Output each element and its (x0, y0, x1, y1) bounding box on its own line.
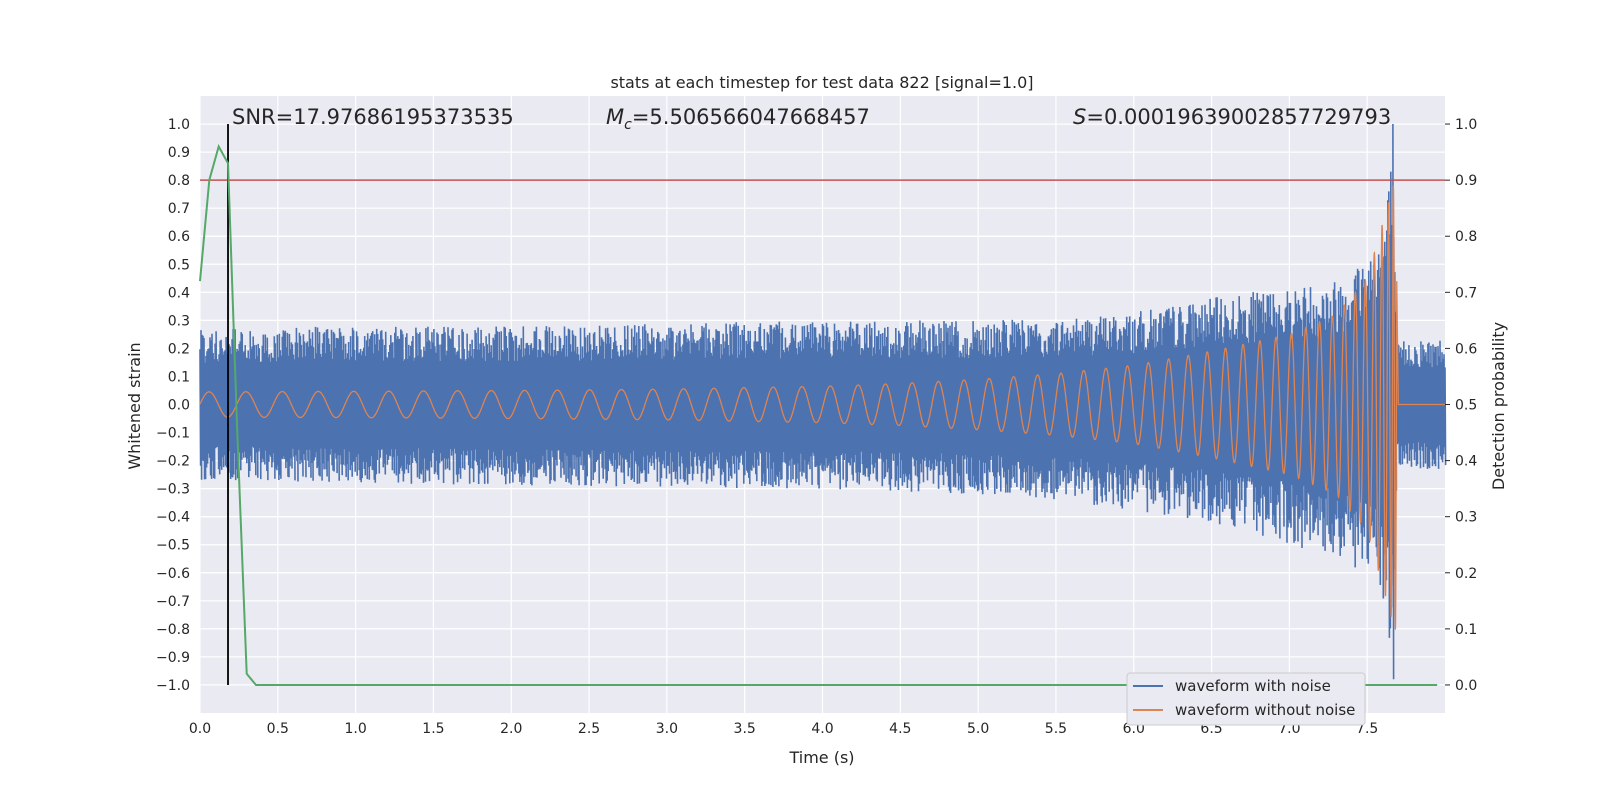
y-right-tick-label: 0.6 (1455, 341, 1477, 357)
x-tick-label: 0.0 (189, 721, 211, 737)
y-tick-label: 0.0 (168, 398, 190, 414)
x-tick-label: 1.5 (422, 721, 444, 737)
y-tick-label: 0.1 (168, 369, 190, 385)
snr-annotation: SNR=17.97686195373535 (232, 105, 514, 129)
x-tick-label: 2.0 (500, 721, 522, 737)
y-tick-label: 0.5 (168, 257, 190, 273)
y-tick-label: −0.5 (156, 538, 190, 554)
y-tick-label: 1.0 (168, 117, 190, 133)
y-axis-label: Whitened strain (125, 342, 144, 469)
y-right-tick-label: 0.5 (1455, 398, 1477, 414)
mc-subscript: c (624, 117, 632, 133)
y-right-tick-label: 0.3 (1455, 510, 1477, 526)
x-tick-label: 3.0 (656, 721, 678, 737)
y-tick-label: −0.2 (156, 454, 190, 470)
y-tick-label: 0.9 (168, 145, 190, 161)
y-tick-label: 0.2 (168, 341, 190, 357)
legend-box (1126, 672, 1366, 726)
mc-value: =5.506566047668457 (632, 105, 870, 129)
y-tick-label: −0.7 (156, 594, 190, 610)
y-right-tick-label: 0.9 (1455, 173, 1477, 189)
y-axis-label-right: Detection probability (1489, 322, 1508, 490)
y-tick-label: 0.7 (168, 201, 190, 217)
y-right-tick-label: 0.1 (1455, 622, 1477, 638)
s-symbol: S (1073, 105, 1086, 129)
y-tick-label: −0.3 (156, 482, 190, 498)
y-tick-label: −0.8 (156, 622, 190, 638)
y-right-tick-label: 0.4 (1455, 454, 1477, 470)
x-tick-label: 0.5 (267, 721, 289, 737)
y-tick-label: −1.0 (156, 678, 190, 694)
y-tick-label: 0.4 (168, 285, 190, 301)
y-tick-label: −0.1 (156, 426, 190, 442)
x-tick-label: 4.0 (811, 721, 833, 737)
legend-label-noise: waveform with noise (1175, 677, 1331, 695)
y-tick-label: −0.6 (156, 566, 190, 582)
x-tick-label: 5.5 (1045, 721, 1067, 737)
chart-title: stats at each timestep for test data 822… (610, 73, 1033, 92)
x-tick-label: 3.5 (734, 721, 756, 737)
x-tick-label: 5.0 (967, 721, 989, 737)
s-annotation: S=0.0001963900285772979​3 (1073, 105, 1391, 129)
series-waveform-without-noise (199, 185, 1445, 630)
y-tick-label: 0.8 (168, 173, 190, 189)
y-right-tick-label: 0.7 (1455, 285, 1477, 301)
y-tick-label: 0.3 (168, 313, 190, 329)
y-right-tick-label: 0.8 (1455, 229, 1477, 245)
mc-annotation: Mc=5.506566047668457 (606, 105, 870, 133)
x-tick-label: 1.0 (344, 721, 366, 737)
mc-symbol: M (606, 105, 624, 129)
y-tick-label: −0.4 (156, 510, 190, 526)
legend-label-clean: waveform without noise (1175, 701, 1355, 719)
x-tick-label: 2.5 (578, 721, 600, 737)
s-value: =0.0001963900285772979​3 (1086, 105, 1391, 129)
y-right-tick-label: 0.2 (1455, 566, 1477, 582)
x-axis-label: Time (s) (788, 748, 854, 767)
y-right-tick-label: 1.0 (1455, 117, 1477, 133)
x-tick-label: 4.5 (889, 721, 911, 737)
y-tick-label: 0.6 (168, 229, 190, 245)
clean-trace (199, 185, 1445, 630)
y-tick-label: −0.9 (156, 650, 190, 666)
y-right-tick-label: 0.0 (1455, 678, 1477, 694)
legend: waveform with noise waveform without noi… (1126, 672, 1366, 726)
